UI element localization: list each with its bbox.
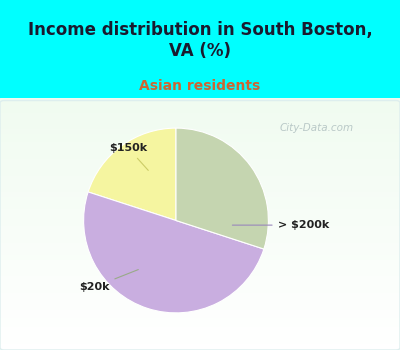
Bar xyxy=(0,119,400,123)
Bar xyxy=(0,232,400,237)
Bar xyxy=(0,161,400,165)
Bar xyxy=(0,279,400,283)
Bar xyxy=(0,245,400,249)
Bar xyxy=(0,253,400,258)
Bar xyxy=(0,304,400,308)
Bar xyxy=(0,321,400,325)
Bar xyxy=(0,262,400,266)
Bar xyxy=(0,333,400,337)
Wedge shape xyxy=(84,192,264,313)
Bar xyxy=(0,111,400,115)
Bar xyxy=(0,237,400,241)
Bar xyxy=(0,106,400,111)
Wedge shape xyxy=(176,128,268,249)
Bar xyxy=(0,199,400,203)
Bar xyxy=(0,203,400,207)
Bar xyxy=(0,270,400,274)
Bar xyxy=(0,312,400,316)
Bar xyxy=(0,186,400,190)
Bar xyxy=(0,157,400,161)
Bar xyxy=(0,174,400,178)
Bar xyxy=(0,207,400,211)
Bar xyxy=(0,169,400,174)
Bar xyxy=(0,325,400,329)
Wedge shape xyxy=(88,128,176,220)
Text: Asian residents: Asian residents xyxy=(139,79,261,93)
Bar xyxy=(0,337,400,342)
Bar xyxy=(0,308,400,312)
Bar xyxy=(0,316,400,321)
Bar xyxy=(0,295,400,300)
Bar xyxy=(0,249,400,253)
Text: City-Data.com: City-Data.com xyxy=(280,123,354,133)
Bar xyxy=(0,346,400,350)
Bar xyxy=(0,140,400,144)
Bar xyxy=(0,228,400,232)
Bar xyxy=(0,115,400,119)
Bar xyxy=(0,241,400,245)
Text: $150k: $150k xyxy=(110,144,148,170)
Bar xyxy=(0,342,400,346)
Text: $20k: $20k xyxy=(79,270,138,292)
Bar xyxy=(0,144,400,148)
Bar xyxy=(0,148,400,153)
Bar xyxy=(0,300,400,304)
Bar xyxy=(0,182,400,186)
Bar xyxy=(0,220,400,224)
Bar xyxy=(0,274,400,279)
Bar xyxy=(0,153,400,157)
Bar xyxy=(0,258,400,262)
Bar xyxy=(0,224,400,228)
Bar xyxy=(0,287,400,291)
Bar xyxy=(0,291,400,295)
Bar xyxy=(0,102,400,106)
Bar xyxy=(0,190,400,195)
Bar xyxy=(0,216,400,220)
Bar xyxy=(0,211,400,216)
Text: > $200k: > $200k xyxy=(232,220,329,230)
Bar xyxy=(0,329,400,333)
Bar xyxy=(0,283,400,287)
Bar xyxy=(0,123,400,127)
Bar xyxy=(0,136,400,140)
Text: Income distribution in South Boston,
VA (%): Income distribution in South Boston, VA … xyxy=(28,21,372,60)
Bar xyxy=(0,178,400,182)
Bar xyxy=(0,266,400,270)
Bar xyxy=(0,132,400,136)
Bar xyxy=(0,98,400,102)
Bar xyxy=(0,127,400,132)
Bar xyxy=(0,195,400,199)
Bar xyxy=(0,165,400,169)
